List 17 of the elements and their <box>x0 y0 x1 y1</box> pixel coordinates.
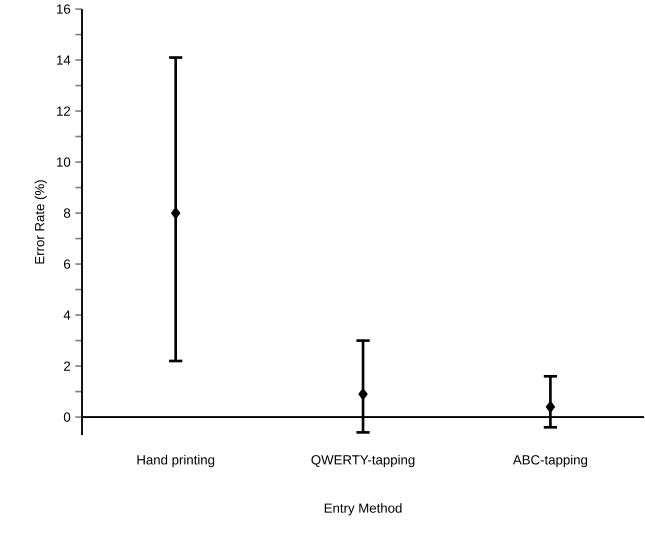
y-tick-label: 14 <box>57 55 70 64</box>
y-tick-label: 2 <box>64 361 70 371</box>
y-tick-label: 10 <box>57 157 70 167</box>
y-tick-label: 16 <box>57 4 70 14</box>
y-tick-label: 0 <box>64 412 70 422</box>
y-axis-title: Error Rate (%) <box>34 180 47 264</box>
y-tick-label: 4 <box>64 310 70 320</box>
point <box>358 388 368 400</box>
y-tick-label: 6 <box>64 259 70 269</box>
x-tick-label: ABC-tapping <box>512 454 588 467</box>
x-tick-label: QWERTY-tapping <box>311 454 414 467</box>
x-tick-label: Hand printing <box>137 454 214 467</box>
y-tick-label: 8 <box>64 208 70 218</box>
point <box>170 206 180 220</box>
point <box>546 400 556 413</box>
x-axis-title: Entry Method <box>324 502 402 516</box>
y-tick-label: 12 <box>57 106 70 116</box>
